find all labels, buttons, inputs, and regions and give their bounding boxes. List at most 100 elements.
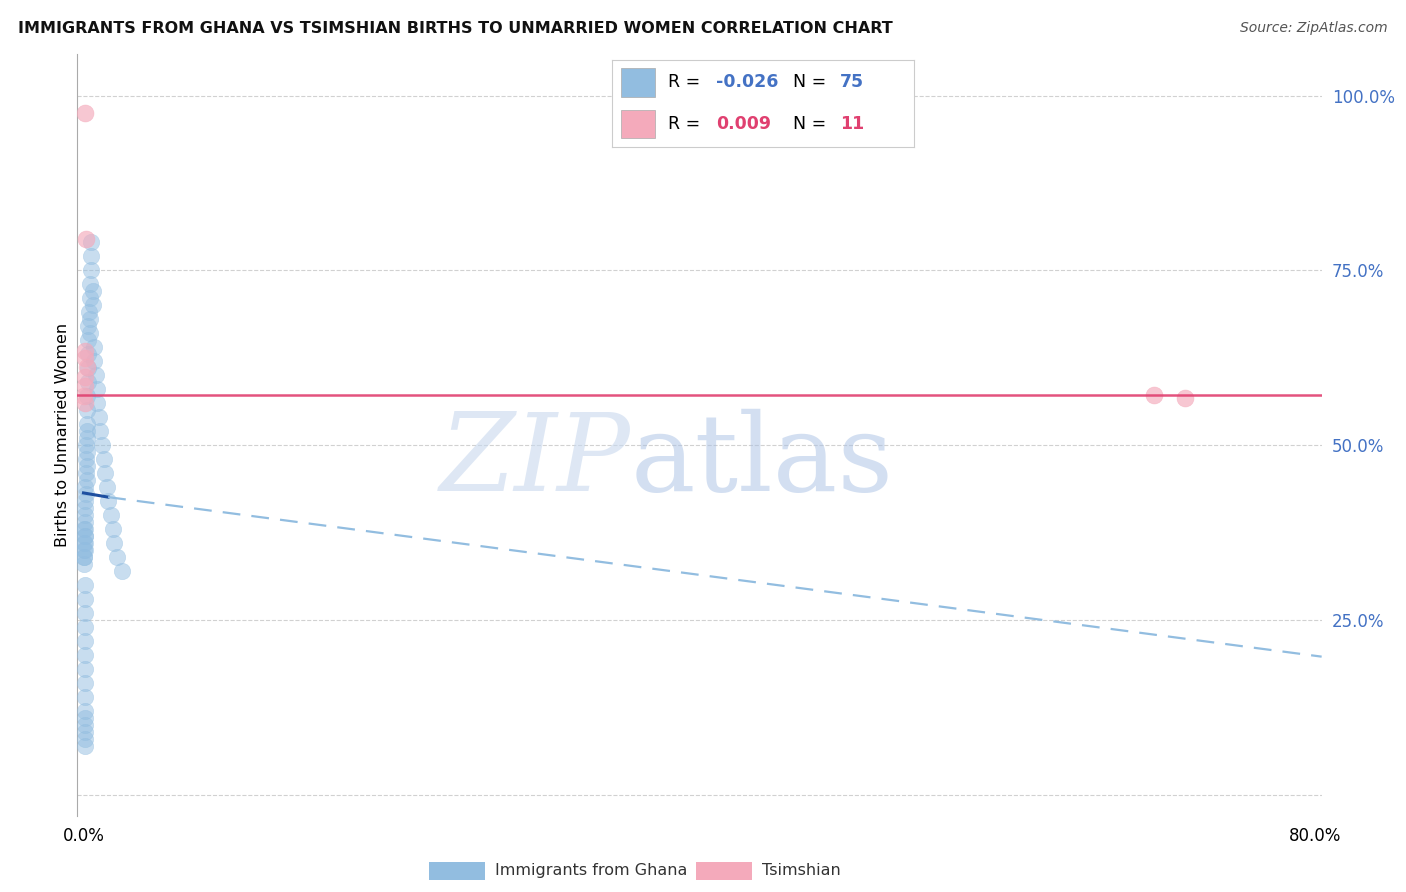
Point	[77, 347, 100, 361]
Point	[73, 543, 96, 558]
Text: Source: ZipAtlas.com: Source: ZipAtlas.com	[1240, 21, 1388, 36]
Point	[76, 459, 98, 474]
Point	[73, 501, 96, 516]
Point	[87, 410, 110, 425]
Point	[1174, 391, 1197, 405]
Point	[86, 383, 108, 397]
Text: R =: R =	[668, 73, 706, 92]
Point	[73, 536, 96, 550]
Point	[86, 396, 108, 410]
Point	[73, 550, 96, 565]
Point	[76, 473, 98, 487]
Point	[75, 487, 97, 501]
Text: Tsimshian: Tsimshian	[762, 863, 841, 878]
Point	[111, 564, 134, 578]
Text: Immigrants from Ghana: Immigrants from Ghana	[495, 863, 688, 878]
Point	[73, 739, 96, 754]
Point	[73, 369, 96, 384]
Point	[73, 543, 96, 558]
Point	[89, 425, 111, 439]
Point	[96, 480, 118, 494]
Point	[77, 376, 100, 390]
Point	[1143, 388, 1166, 402]
Text: 11: 11	[839, 115, 865, 134]
Point	[83, 354, 105, 368]
Text: 75: 75	[839, 73, 863, 92]
Point	[76, 403, 98, 417]
Point	[73, 343, 96, 358]
Point	[75, 438, 97, 452]
Point	[91, 438, 114, 452]
Point	[76, 445, 98, 459]
Point	[105, 550, 128, 565]
Point	[73, 620, 96, 634]
Point	[75, 467, 97, 481]
Point	[73, 522, 96, 536]
Bar	[620, 110, 655, 138]
Point	[79, 326, 101, 341]
Point	[73, 536, 96, 550]
Point	[73, 711, 96, 725]
Point	[94, 467, 117, 481]
Point	[93, 452, 115, 467]
Point	[75, 232, 97, 246]
Point	[73, 690, 96, 705]
Point	[82, 285, 104, 299]
Point	[73, 634, 96, 648]
Point	[76, 359, 98, 374]
Text: 0.009: 0.009	[716, 115, 770, 134]
Point	[80, 249, 103, 263]
Point	[73, 718, 96, 732]
Point	[82, 298, 104, 312]
Point	[77, 319, 100, 334]
Point	[73, 676, 96, 690]
Bar	[620, 68, 655, 97]
Text: N =: N =	[793, 73, 832, 92]
Point	[75, 494, 97, 508]
Point	[73, 106, 96, 120]
Point	[75, 452, 97, 467]
Point	[73, 592, 96, 607]
Point	[80, 263, 103, 277]
Point	[77, 305, 100, 319]
Text: R =: R =	[668, 115, 706, 134]
Point	[73, 516, 96, 530]
Point	[73, 607, 96, 621]
Y-axis label: Births to Unmarried Women: Births to Unmarried Women	[55, 323, 70, 547]
Point	[79, 292, 101, 306]
Text: -0.026: -0.026	[716, 73, 779, 92]
Point	[73, 732, 96, 747]
Point	[77, 334, 100, 348]
Point	[73, 550, 96, 565]
Point	[75, 480, 97, 494]
Text: IMMIGRANTS FROM GHANA VS TSIMSHIAN BIRTHS TO UNMARRIED WOMEN CORRELATION CHART: IMMIGRANTS FROM GHANA VS TSIMSHIAN BIRTH…	[18, 21, 893, 37]
Point	[73, 351, 96, 365]
Point	[73, 389, 96, 403]
Point	[73, 396, 96, 410]
Point	[76, 425, 98, 439]
Point	[79, 312, 101, 326]
Point	[84, 368, 107, 383]
Point	[73, 704, 96, 718]
Point	[73, 529, 96, 543]
Point	[76, 389, 98, 403]
Point	[97, 494, 120, 508]
Point	[73, 508, 96, 523]
Point	[76, 417, 98, 432]
Point	[73, 379, 96, 393]
Point	[100, 508, 122, 523]
Point	[79, 277, 101, 292]
Point	[103, 536, 125, 550]
Point	[73, 578, 96, 592]
Text: atlas: atlas	[631, 409, 894, 514]
Point	[73, 529, 96, 543]
Point	[77, 361, 100, 376]
Point	[73, 662, 96, 676]
Point	[76, 431, 98, 445]
Point	[73, 725, 96, 739]
Point	[101, 522, 124, 536]
Text: N =: N =	[793, 115, 832, 134]
Point	[80, 235, 103, 250]
Point	[73, 522, 96, 536]
Point	[73, 648, 96, 663]
